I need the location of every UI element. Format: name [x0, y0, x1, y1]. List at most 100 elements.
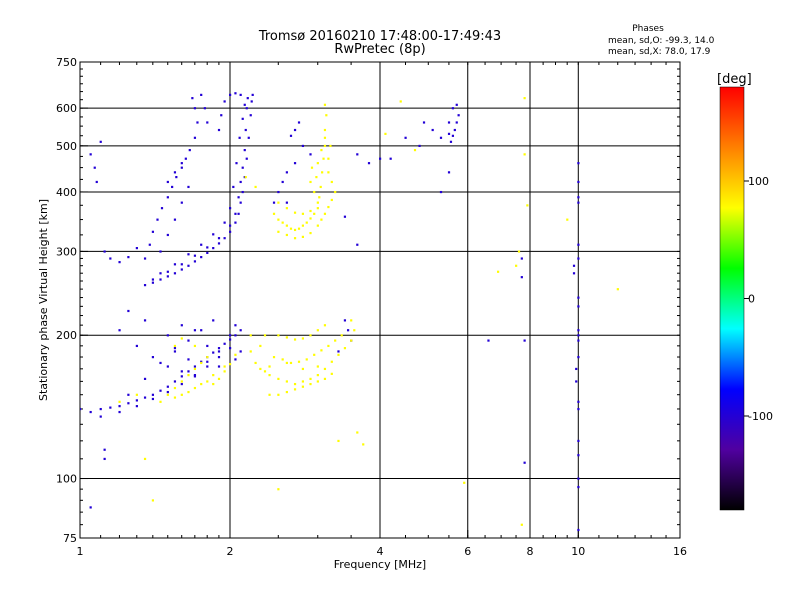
data-point-o-mode	[577, 407, 580, 411]
data-point-x-mode	[310, 166, 314, 169]
data-point-x-mode	[285, 233, 288, 237]
y-tick-label: 200	[56, 329, 77, 342]
data-point-x-mode	[318, 196, 321, 199]
data-point-x-mode	[330, 372, 333, 375]
data-point-o-mode	[277, 190, 280, 194]
data-point-o-mode	[159, 272, 162, 275]
data-point-o-mode	[173, 171, 177, 174]
data-point-x-mode	[272, 212, 276, 215]
data-point-o-mode	[193, 107, 197, 110]
y-tick-label: 300	[56, 245, 77, 258]
data-point-x-mode	[200, 361, 203, 365]
data-point-o-mode	[239, 93, 242, 96]
data-point-x-mode	[340, 334, 343, 337]
data-point-x-mode	[327, 171, 330, 174]
colorbar-tick-label: 100	[748, 175, 769, 188]
data-point-x-mode	[305, 221, 308, 224]
data-point-o-mode	[159, 389, 162, 392]
data-point-x-mode	[200, 382, 203, 386]
data-point-o-mode	[206, 365, 209, 368]
data-point-o-mode	[93, 166, 96, 169]
data-point-x-mode	[293, 237, 297, 240]
data-point-o-mode	[250, 100, 253, 103]
data-point-x-mode	[362, 443, 365, 446]
data-point-x-mode	[212, 374, 215, 377]
data-point-x-mode	[316, 329, 319, 332]
data-point-o-mode	[193, 375, 197, 378]
data-point-x-mode	[263, 370, 267, 373]
data-point-x-mode	[293, 228, 297, 232]
data-point-x-mode	[305, 358, 308, 361]
data-point-o-mode	[187, 358, 190, 361]
data-point-x-mode	[309, 180, 312, 184]
data-point-o-mode	[151, 278, 155, 281]
data-point-x-mode	[330, 198, 333, 202]
data-point-x-mode	[309, 377, 312, 381]
data-point-x-mode	[259, 344, 262, 348]
data-point-x-mode	[337, 353, 340, 356]
data-point-o-mode	[223, 100, 226, 103]
data-point-x-mode	[309, 334, 312, 337]
data-point-x-mode	[180, 380, 183, 383]
data-point-o-mode	[281, 180, 284, 184]
data-point-x-mode	[313, 353, 316, 356]
data-point-o-mode	[404, 136, 407, 139]
data-point-x-mode	[313, 190, 316, 194]
data-point-x-mode	[323, 144, 327, 148]
data-point-o-mode	[193, 374, 197, 377]
data-point-o-mode	[173, 350, 177, 353]
y-tick-label: 600	[56, 102, 77, 115]
data-point-o-mode	[193, 329, 197, 332]
data-point-x-mode	[315, 175, 318, 179]
data-point-x-mode	[193, 344, 197, 348]
data-point-x-mode	[322, 157, 325, 160]
data-point-o-mode	[200, 256, 203, 259]
data-point-x-mode	[329, 144, 332, 148]
data-point-o-mode	[289, 134, 293, 137]
data-point-x-mode	[319, 185, 322, 189]
data-point-x-mode	[268, 365, 271, 368]
data-point-o-mode	[223, 342, 226, 345]
data-point-o-mode	[206, 246, 209, 249]
data-point-o-mode	[173, 380, 177, 383]
y-tick-label: 75	[63, 532, 77, 545]
y-tick-label: 750	[56, 56, 77, 69]
data-point-x-mode	[166, 393, 169, 396]
data-point-o-mode	[217, 237, 221, 240]
data-point-o-mode	[523, 461, 526, 464]
data-point-o-mode	[455, 103, 458, 106]
data-point-o-mode	[180, 201, 183, 204]
data-point-o-mode	[577, 180, 580, 184]
data-point-o-mode	[118, 261, 121, 264]
data-point-o-mode	[577, 305, 580, 308]
data-point-x-mode	[180, 393, 183, 396]
data-point-x-mode	[234, 353, 237, 356]
data-point-o-mode	[156, 218, 159, 221]
data-point-o-mode	[217, 242, 221, 245]
data-point-o-mode	[187, 264, 190, 267]
data-point-x-mode	[463, 481, 466, 484]
data-point-o-mode	[206, 121, 209, 124]
data-point-x-mode	[277, 230, 280, 233]
data-point-x-mode	[285, 207, 288, 210]
data-point-o-mode	[193, 260, 197, 263]
data-point-o-mode	[127, 256, 130, 259]
data-point-o-mode	[245, 107, 248, 110]
data-point-x-mode	[173, 396, 177, 399]
data-point-o-mode	[160, 207, 164, 210]
x-tick-label: 4	[377, 545, 384, 558]
data-point-x-mode	[289, 361, 293, 365]
data-point-x-mode	[254, 361, 257, 365]
data-point-x-mode	[325, 114, 328, 117]
data-point-o-mode	[234, 92, 237, 95]
data-point-o-mode	[418, 144, 421, 148]
data-point-o-mode	[577, 329, 580, 332]
data-point-o-mode	[180, 324, 183, 327]
data-point-o-mode	[389, 157, 392, 160]
data-point-o-mode	[99, 415, 102, 418]
data-point-o-mode	[356, 153, 359, 156]
data-point-o-mode	[135, 247, 138, 250]
data-point-o-mode	[180, 268, 183, 271]
data-point-x-mode	[151, 499, 155, 502]
data-point-o-mode	[577, 356, 580, 359]
